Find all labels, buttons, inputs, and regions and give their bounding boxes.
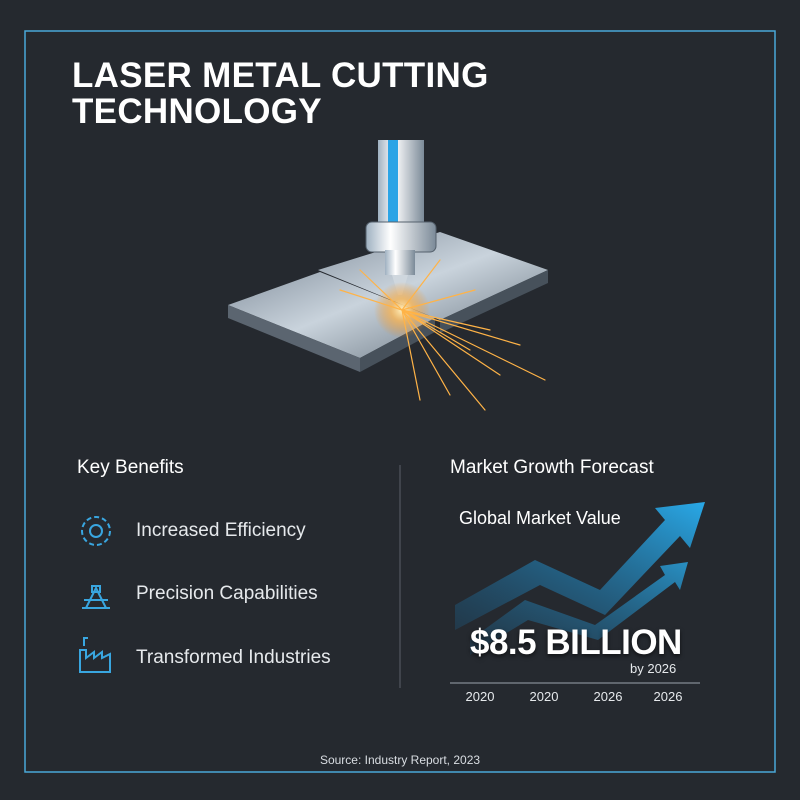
note: by 2026 [630, 661, 677, 676]
subtitle: Global Market Value [459, 508, 621, 528]
headline-value: $8.5 BILLION [470, 623, 682, 662]
benefit: Transformed Industries [136, 647, 331, 668]
laser-illustration [228, 140, 548, 411]
benefit-icons [79, 516, 111, 673]
section-title: Key Benefits [77, 457, 184, 478]
axis-label: 2020 [465, 689, 495, 704]
benefit: Precision Capabilities [136, 583, 318, 604]
axis-label: 2026 [653, 689, 683, 704]
frame [24, 30, 776, 773]
axis-label: 2026 [593, 689, 623, 704]
benefit: Increased Efficiency [136, 520, 306, 541]
growth-arrows [455, 502, 705, 655]
section-title: Market Growth Forecast [450, 457, 654, 478]
source: Source: Industry Report, 2023 [319, 753, 481, 767]
title: LASER METAL CUTTING TECHNOLOGY [72, 56, 489, 131]
axis-label: 2020 [529, 689, 559, 704]
